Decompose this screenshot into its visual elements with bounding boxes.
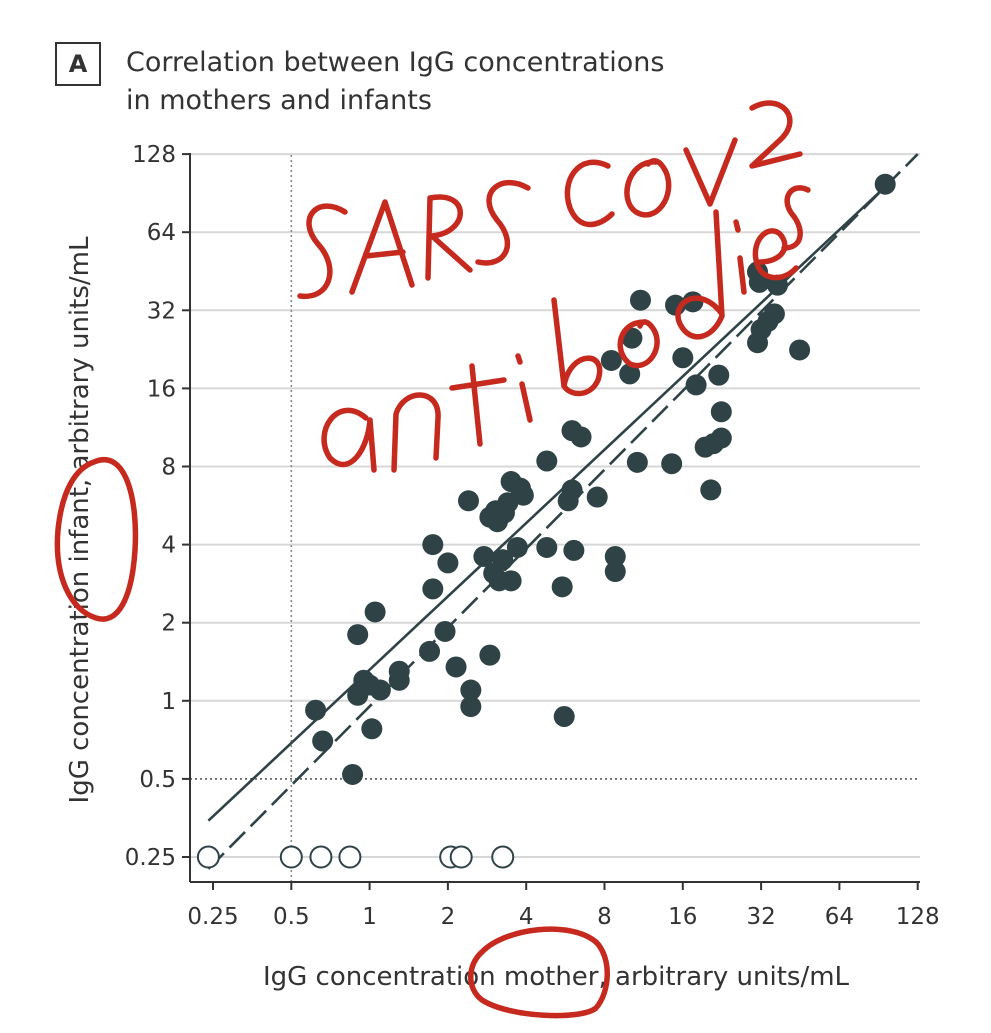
circle-around-mother-label [468, 926, 610, 1019]
grid-lines [190, 153, 920, 858]
data-point-21 [473, 545, 495, 567]
x-tick-label-1: 1 [362, 904, 377, 930]
data-points [196, 173, 896, 869]
data-point-48 [604, 561, 626, 583]
x-tick-labels: 0.25 0.5 1 2 4 8 16 32 64 128 [187, 882, 940, 930]
handwritten-antibodies-text [321, 185, 811, 473]
data-point-22 [479, 644, 501, 666]
x-tick-label-128: 128 [896, 904, 940, 930]
data-point-71 [789, 339, 811, 361]
chart-title-line-1: Correlation between IgG concentrations [126, 47, 665, 78]
y-tick-labels: 0.25 0.5 1 2 4 8 16 32 64 128 [125, 142, 190, 871]
chart-title-line-2: in mothers and infants [126, 85, 432, 116]
chart-title: Correlation between IgG concentrations i… [126, 44, 826, 120]
panel-letter-badge: A [55, 42, 101, 86]
data-point-36 [536, 450, 558, 472]
open-point-0 [196, 845, 220, 869]
x-axis-label: IgG concentration mother, arbitrary unit… [263, 962, 850, 992]
data-point-2 [342, 763, 364, 785]
x-tick-label-64: 64 [825, 904, 854, 930]
open-point-2 [309, 845, 333, 869]
data-point-39 [553, 705, 575, 727]
data-point-4 [347, 624, 369, 646]
y-tick-label-128: 128 [132, 142, 176, 168]
data-point-63 [710, 427, 732, 449]
data-point-1 [312, 730, 334, 752]
data-point-72 [874, 173, 896, 195]
data-point-9 [369, 679, 391, 701]
data-point-37 [536, 536, 558, 558]
data-point-31 [500, 570, 522, 592]
data-point-62 [710, 401, 732, 423]
data-point-17 [445, 656, 467, 678]
x-tick-label-8: 8 [597, 904, 612, 930]
data-point-44 [570, 426, 592, 448]
data-point-8 [364, 601, 386, 623]
data-point-51 [626, 451, 648, 473]
data-point-18 [457, 490, 479, 512]
handwritten-sars-cov-2-text [297, 100, 803, 299]
y-tick-label-1: 1 [161, 689, 176, 715]
y-tick-label-0.5: 0.5 [139, 767, 176, 793]
data-point-47 [604, 545, 626, 567]
x-tick-label-0.25: 0.25 [187, 904, 238, 930]
data-point-7 [361, 718, 383, 740]
data-point-19 [460, 679, 482, 701]
y-tick-label-0.25: 0.25 [125, 845, 176, 871]
open-point-1 [279, 845, 303, 869]
data-point-53 [661, 453, 683, 475]
data-point-0 [305, 699, 327, 721]
data-point-59 [700, 479, 722, 501]
y-tick-label-2: 2 [161, 611, 176, 637]
x-tick-label-16: 16 [668, 904, 697, 930]
open-point-3 [338, 845, 362, 869]
handwritten-annotation [54, 100, 811, 1019]
data-point-15 [434, 620, 456, 642]
data-point-61 [708, 364, 730, 386]
data-point-45 [586, 486, 608, 508]
data-point-33 [506, 536, 528, 558]
y-axis-label: IgG concentration infant, arbitrary unit… [65, 236, 95, 803]
data-point-46 [600, 349, 622, 371]
data-point-43 [563, 539, 585, 561]
open-point-5 [449, 845, 473, 869]
y-tick-label-4: 4 [161, 533, 176, 559]
circle-around-infant-label [54, 457, 139, 622]
open-point-6 [491, 845, 515, 869]
detection-threshold-lines [190, 155, 920, 882]
y-tick-label-64: 64 [147, 220, 176, 246]
data-point-14 [422, 578, 444, 600]
x-tick-label-32: 32 [746, 904, 775, 930]
regression-lines [207, 153, 919, 870]
x-tick-label-2: 2 [441, 904, 456, 930]
data-point-20 [460, 696, 482, 718]
x-tick-label-0.5: 0.5 [273, 904, 310, 930]
data-point-16 [437, 552, 459, 574]
y-tick-label-32: 32 [147, 298, 176, 324]
regression-line-dashed [207, 153, 919, 870]
data-point-57 [685, 374, 707, 396]
axes [189, 153, 920, 883]
data-point-28 [492, 549, 514, 571]
data-point-13 [422, 534, 444, 556]
data-point-35 [512, 484, 534, 506]
data-point-69 [763, 303, 785, 325]
data-point-11 [388, 669, 410, 691]
data-point-38 [551, 576, 573, 598]
data-point-52 [629, 289, 651, 311]
data-point-42 [561, 479, 583, 501]
data-point-12 [419, 640, 441, 662]
data-point-55 [672, 347, 694, 369]
data-point-49 [619, 363, 641, 385]
x-tick-label-4: 4 [519, 904, 534, 930]
y-tick-label-8: 8 [161, 455, 176, 481]
y-tick-label-16: 16 [147, 376, 176, 402]
